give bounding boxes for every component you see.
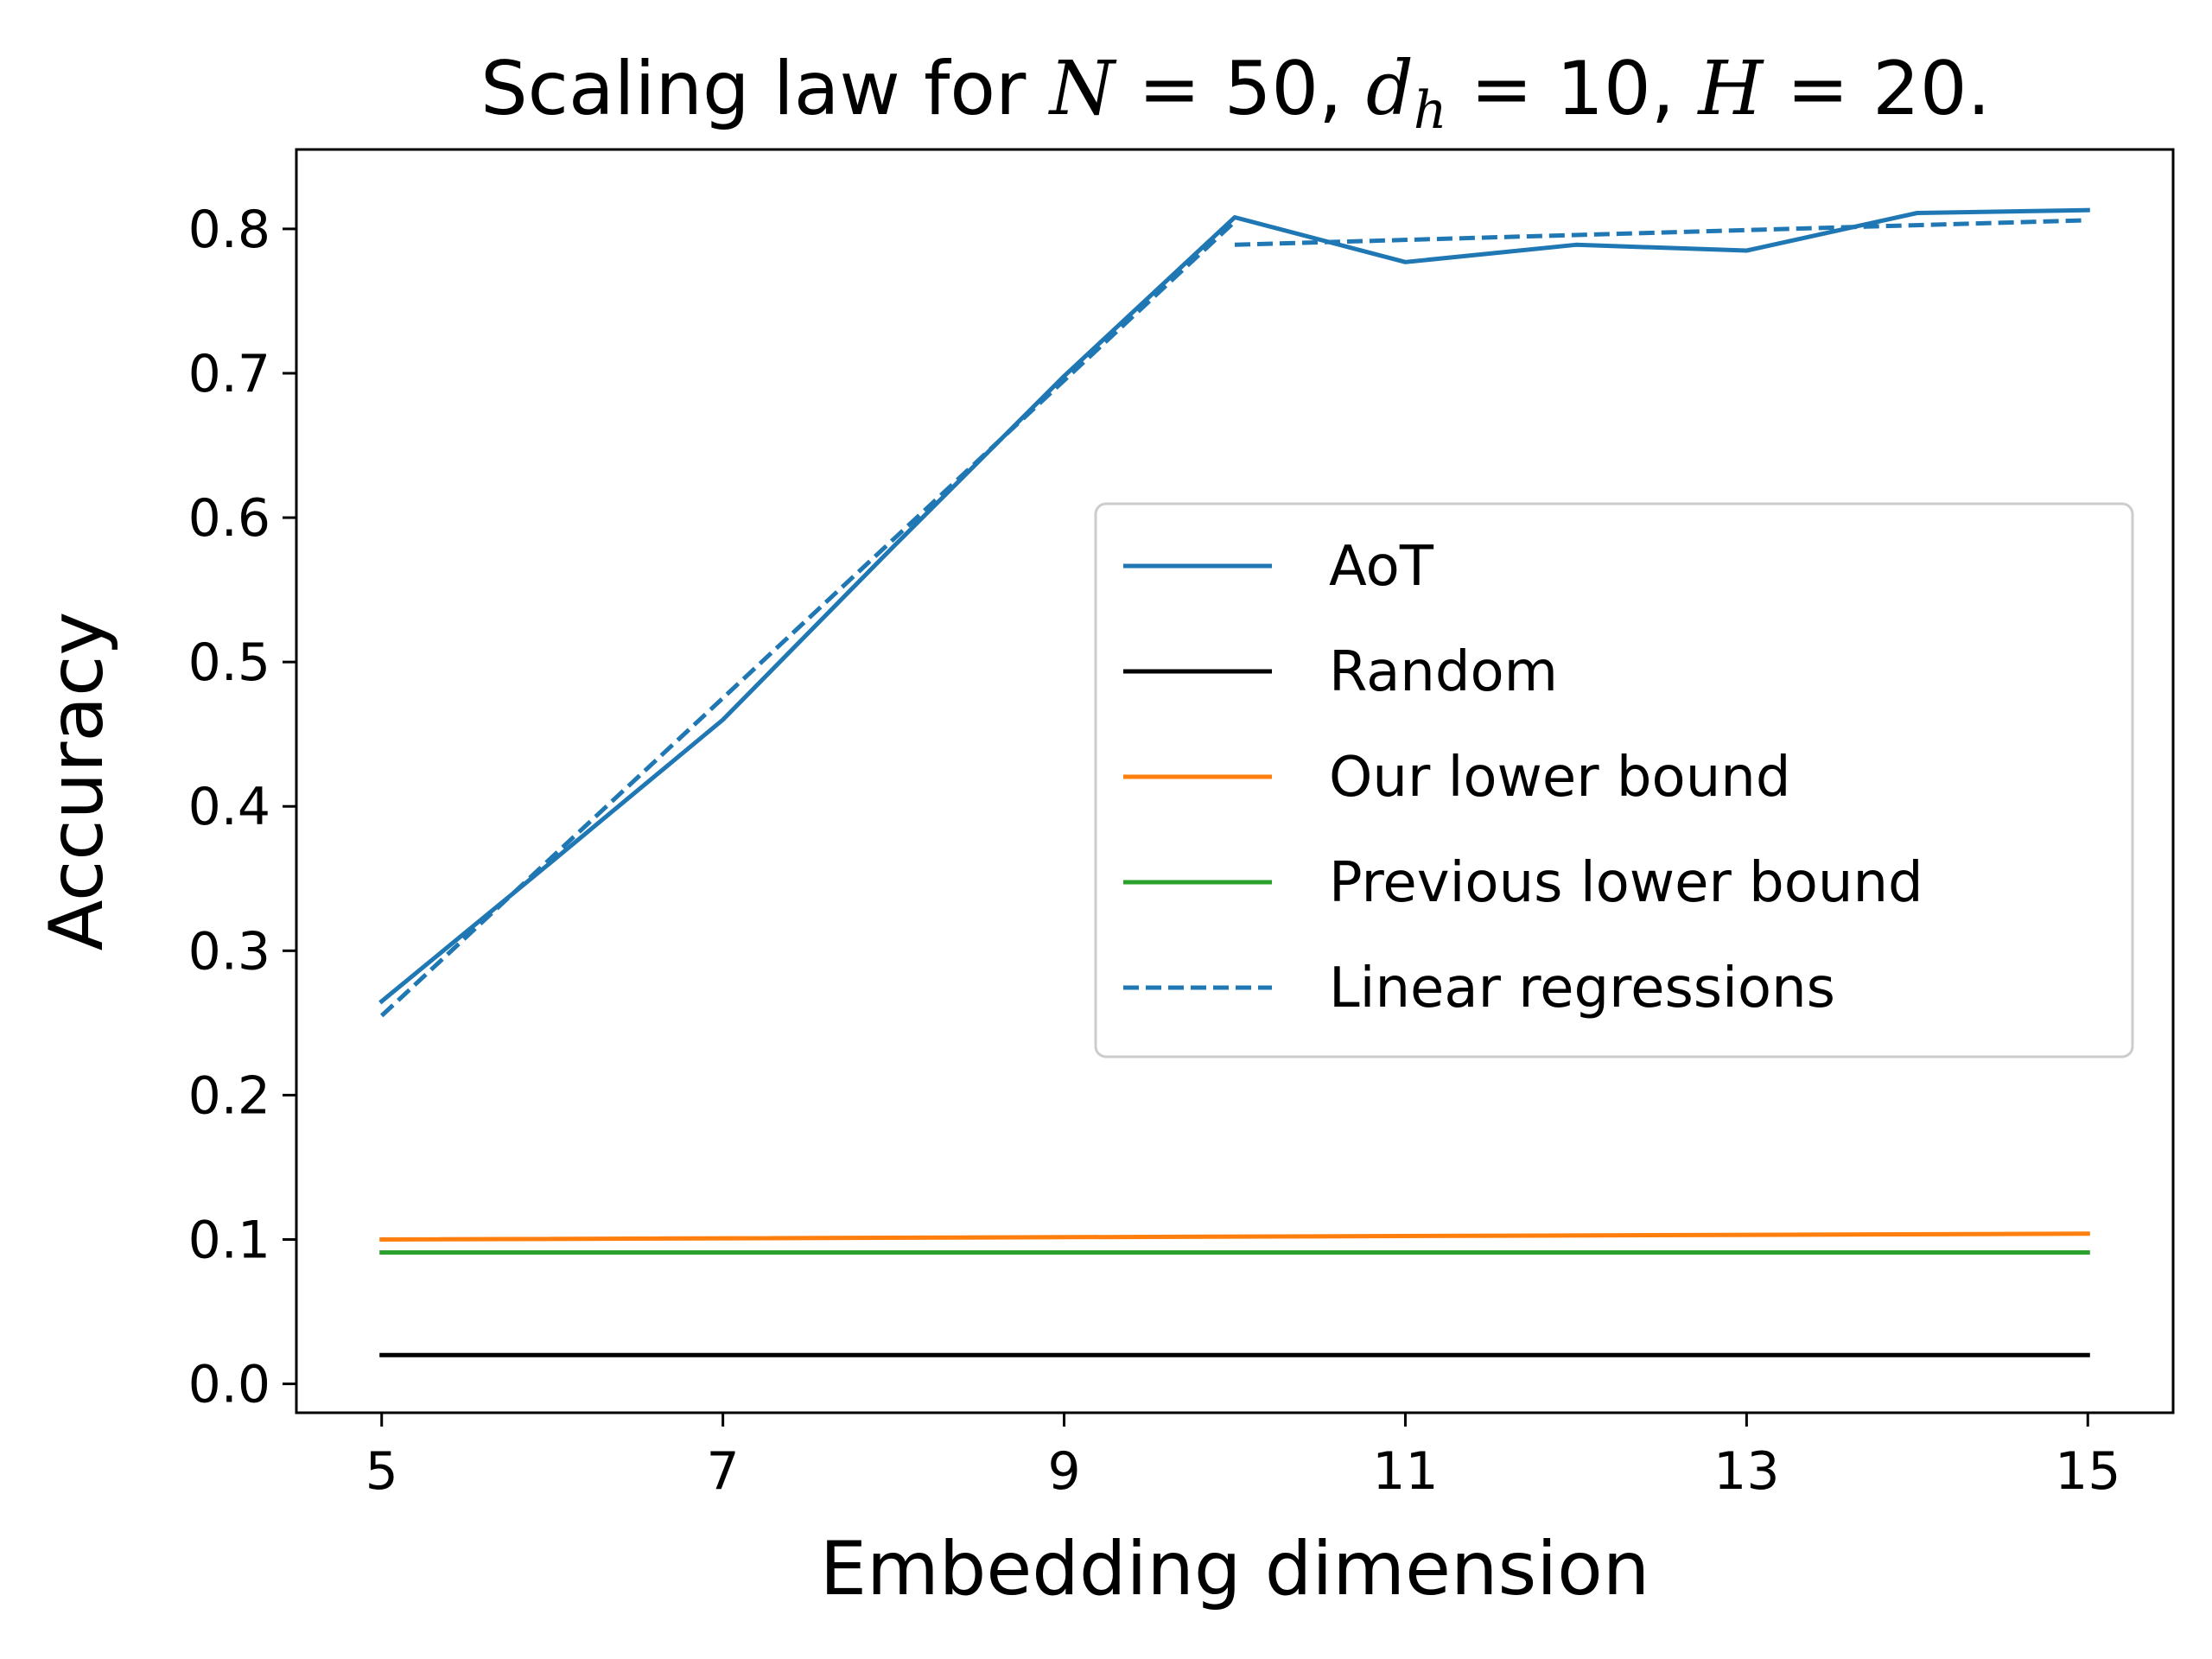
legend: AoT Random Our lower bound Previous lower b… <box>1094 502 2134 1058</box>
title-sub-h: h <box>1414 80 1447 141</box>
y-tick-label: 0.0 <box>188 1355 270 1415</box>
legend-label-2: Random <box>1329 640 1558 704</box>
chart-title: Scaling law for N = 50, dh = 10, H = 20. <box>480 46 1991 141</box>
y-tick-label: 0.6 <box>188 488 270 549</box>
series-line-3 <box>379 1231 2090 1243</box>
series-line-6 <box>1234 218 2088 247</box>
x-ticks: 5 7 9 11 13 15 <box>365 1413 2120 1502</box>
x-tick-label: 9 <box>1047 1441 1080 1502</box>
title-var-d: d <box>1366 46 1414 132</box>
x-axis-label: Embedding dimension <box>820 1526 1650 1612</box>
y-tick-label: 0.8 <box>188 200 270 260</box>
title-var-n: N <box>1048 46 1117 132</box>
legend-label-4: Previous lower bound <box>1329 851 1923 915</box>
plot-series <box>378 207 2090 1357</box>
series-line-5 <box>379 219 1236 1018</box>
y-tick-label: 0.5 <box>188 632 270 693</box>
title-prefix: Scaling law for <box>480 46 1050 132</box>
legend-label-5: Linear regressions <box>1329 957 1835 1020</box>
legend-label-1: AoT <box>1329 535 1434 599</box>
title-var-h: H <box>1696 46 1764 132</box>
plot-frame <box>295 148 2175 1414</box>
y-ticks: 0.0 0.1 0.2 0.3 0.4 0.5 0.6 0.7 0.8 <box>188 200 296 1415</box>
x-tick-label: 11 <box>1372 1441 1438 1502</box>
x-tick-label: 5 <box>365 1441 398 1502</box>
series-line-1 <box>378 207 2090 1005</box>
x-tick-label: 13 <box>1713 1441 1779 1502</box>
y-tick-label: 0.1 <box>188 1210 270 1270</box>
title-eq-n: = 50, <box>1115 46 1366 132</box>
y-tick-label: 0.2 <box>188 1065 270 1126</box>
y-tick-label: 0.4 <box>188 777 270 837</box>
legend-frame <box>1094 502 2134 1058</box>
legend-label-3: Our lower bound <box>1329 746 1790 810</box>
x-tick-label: 7 <box>707 1441 740 1502</box>
y-tick-label: 0.3 <box>188 921 270 982</box>
x-tick-label: 15 <box>2055 1441 2120 1502</box>
y-tick-label: 0.7 <box>188 344 270 404</box>
y-axis-label: Accuracy <box>34 612 120 951</box>
title-eq-d: = 10, <box>1447 46 1699 132</box>
title-eq-h: = 20. <box>1763 46 1991 132</box>
